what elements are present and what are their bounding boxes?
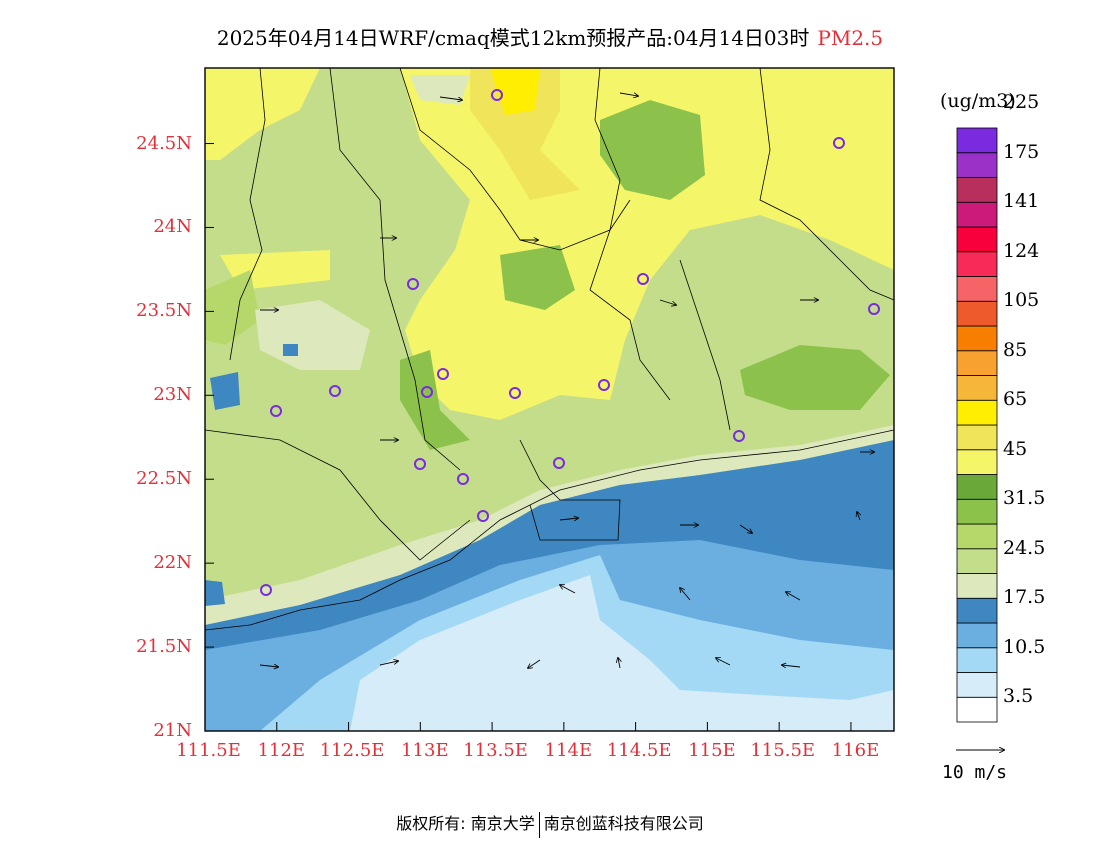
lat-label: 21.5N (136, 636, 192, 658)
lon-label: 113E (401, 740, 449, 761)
colorbar-segment (956, 498, 998, 525)
lon-label: 115E (688, 740, 736, 761)
colorbar-segment (956, 672, 998, 698)
lat-label: 22N (153, 552, 192, 574)
colorbar-label: 45 (1003, 437, 1028, 460)
lon-label: 113.5E (463, 740, 528, 761)
colorbar-segment (956, 424, 998, 451)
colorbar-segment (956, 597, 998, 624)
colorbar-unit: (ug/m3) (940, 90, 1016, 112)
copyright-right: 南京创蓝科技有限公司 (543, 814, 704, 833)
colorbar-segment (956, 573, 998, 599)
colorbar-segment (956, 548, 998, 574)
colorbar-segment (956, 201, 998, 228)
colorbar-segment (956, 375, 998, 401)
colorbar-label: 105 (1003, 289, 1040, 312)
lat-label: 24N (153, 216, 192, 238)
colorbar-segment (956, 622, 998, 649)
colorbar-segment (956, 300, 998, 327)
lon-label: 112.5E (319, 740, 385, 761)
colorbar-label: 175 (1003, 140, 1040, 163)
lon-label: 116E (831, 740, 880, 761)
title-main: 2025年04月14日WRF/cmaq模式12km预报产品:04月14日03时 (216, 26, 810, 50)
colorbar-segment (956, 449, 998, 475)
colorbar-segment (956, 523, 998, 550)
colorbar-label: 65 (1003, 388, 1028, 411)
lon-label: 111.5E (176, 740, 241, 761)
colorbar-label: 141 (1003, 190, 1040, 213)
lat-label: 22.5N (136, 468, 192, 490)
colorbar-segment (956, 226, 998, 253)
colorbar-segment (956, 696, 998, 723)
colorbar-segment (956, 474, 998, 500)
colorbar-segment (956, 177, 998, 203)
copyright-left: 版权所有: 南京大学 (396, 814, 535, 833)
colorbar-label: 85 (1003, 338, 1028, 361)
colorbar-segment (956, 647, 998, 673)
lon-label: 114.5E (606, 740, 672, 761)
title-pollutant: PM2.5 (817, 26, 884, 50)
lat-label: 23N (153, 384, 192, 406)
lat-label: 24.5N (136, 132, 192, 154)
copyright-separator (538, 811, 540, 838)
colorbar-label: 124 (1003, 239, 1040, 262)
lat-label: 21N (153, 720, 192, 741)
chart-title: 2025年04月14日WRF/cmaq模式12km预报产品:04月14日03时 P… (0, 22, 1100, 51)
concentration-field (205, 68, 894, 731)
colorbar-label: 24.5 (1003, 536, 1046, 559)
lon-label: 112E (257, 740, 306, 761)
lon-label: 115.5E (750, 740, 816, 761)
vector-legend-label: 10 m/s (942, 762, 1008, 783)
colorbar-label: 10.5 (1003, 635, 1046, 658)
colorbar-segment (956, 152, 998, 178)
colorbar-segment (956, 127, 998, 154)
colorbar-segment (956, 276, 998, 302)
colorbar-segment (956, 350, 998, 376)
colorbar-label: 225 (1003, 91, 1040, 114)
colorbar (956, 127, 998, 723)
colorbar-segment (956, 399, 998, 426)
copyright: 版权所有: 南京大学 南京创蓝科技有限公司 (0, 810, 1100, 838)
colorbar-segment (956, 251, 998, 277)
colorbar-segment (956, 325, 998, 352)
colorbar-label: 17.5 (1003, 586, 1046, 609)
colorbar-label: 31.5 (1003, 487, 1046, 510)
lon-label: 114E (544, 740, 593, 761)
lat-label: 23.5N (136, 300, 192, 322)
axis-ticks (204, 143, 852, 732)
plot-frame (204, 67, 895, 732)
colorbar-label: 3.5 (1003, 685, 1034, 708)
